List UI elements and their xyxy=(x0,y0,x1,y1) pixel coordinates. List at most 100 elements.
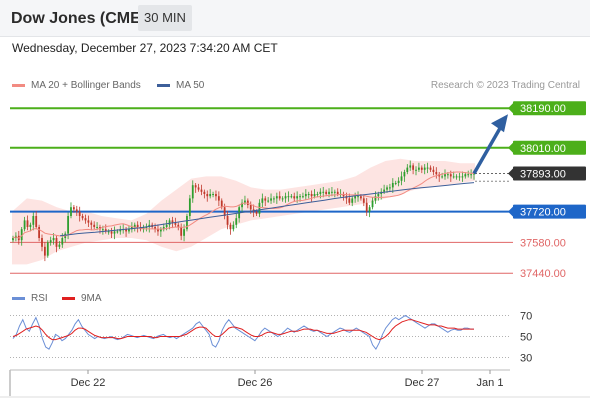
legend-rsi[interactable]: RSI xyxy=(12,293,48,304)
candle-body xyxy=(191,185,194,199)
x-tick-label: Dec 22 xyxy=(71,377,106,389)
candle-body xyxy=(220,200,223,208)
candle-body xyxy=(365,202,368,212)
candle-body xyxy=(58,244,61,247)
candle-body xyxy=(188,198,191,216)
watermark: Research © 2023 Trading Central xyxy=(430,80,580,91)
level-label: 37580.00 xyxy=(520,237,566,249)
candle-body xyxy=(136,224,139,227)
candle-body xyxy=(72,207,75,210)
candle-body xyxy=(107,231,110,233)
datetime-label: Wednesday, December 27, 2023 7:34:20 AM … xyxy=(12,41,278,55)
candle-body xyxy=(87,220,90,223)
rsi-tick-label: 30 xyxy=(520,353,532,365)
candle-body xyxy=(70,207,72,216)
candle-body xyxy=(81,216,84,219)
candle-body xyxy=(464,174,467,177)
candle-body xyxy=(130,227,133,230)
candle-body xyxy=(78,211,81,216)
candle-body xyxy=(157,229,159,232)
candle-body xyxy=(203,191,206,194)
candle-body xyxy=(104,229,107,232)
candle-body xyxy=(194,185,197,188)
candle-body xyxy=(429,167,432,170)
candle-body xyxy=(125,229,127,232)
candle-body xyxy=(20,229,23,241)
legend-ma20[interactable]: MA 20 + Bollinger Bands xyxy=(12,80,141,91)
candle-body xyxy=(368,207,371,212)
candle-body xyxy=(444,174,446,177)
candle-body xyxy=(371,200,374,208)
candle-body xyxy=(403,172,406,177)
header-bar: Dow Jones (CME) 30 MIN xyxy=(0,0,590,37)
candle-body xyxy=(348,198,351,203)
legend-rsi-ma[interactable]: 9MA xyxy=(62,293,102,304)
candle-body xyxy=(162,227,165,230)
candle-body xyxy=(49,240,52,243)
candle-body xyxy=(261,198,264,203)
candle-body xyxy=(52,238,55,241)
candle-body xyxy=(116,231,119,233)
candle-body xyxy=(342,194,345,197)
candle-body xyxy=(307,194,310,195)
candle-body xyxy=(325,191,328,194)
level-label: 38190.00 xyxy=(520,103,566,115)
rsi-ma-line xyxy=(12,319,474,341)
level-box-resistance xyxy=(513,101,586,116)
candle-body xyxy=(26,220,29,227)
candle-body xyxy=(145,227,148,228)
candle-body xyxy=(299,196,301,198)
ma20-line xyxy=(12,171,475,239)
ma20-swatch-icon xyxy=(12,83,25,87)
candle-body xyxy=(93,224,96,227)
candle-body xyxy=(133,224,136,227)
candle-body xyxy=(423,167,426,170)
candle-body xyxy=(241,202,243,208)
rsi-tick-label: 50 xyxy=(520,332,532,344)
candle-body xyxy=(310,194,313,197)
candle-body xyxy=(249,205,252,210)
candle-body xyxy=(200,189,203,192)
legend-rsi-label: RSI xyxy=(31,293,48,304)
candle-body xyxy=(406,167,409,172)
candle-body xyxy=(354,196,357,199)
candle-body xyxy=(455,176,458,178)
candle-body xyxy=(154,227,156,230)
candle-body xyxy=(223,207,226,216)
candle-body xyxy=(209,194,212,197)
candle-body xyxy=(420,167,423,170)
ma50-swatch-icon xyxy=(157,83,170,87)
level-box-resistance xyxy=(513,140,586,155)
instrument-title: Dow Jones (CME) xyxy=(11,10,147,27)
candle-body xyxy=(180,227,183,236)
timeframe-selector[interactable]: 30 MIN xyxy=(138,5,192,31)
candle-body xyxy=(235,218,238,225)
candle-body xyxy=(461,176,464,178)
level-box-pointer xyxy=(508,103,513,114)
ma50-line xyxy=(59,182,475,237)
candle-body xyxy=(386,187,388,190)
candle-body xyxy=(316,194,319,195)
level-label: 37893.00 xyxy=(520,169,566,181)
candle-body xyxy=(426,167,429,169)
level-box-support xyxy=(513,204,586,219)
level-box-pointer xyxy=(508,206,513,217)
candle-body xyxy=(377,194,380,197)
x-tick-label: Jan 1 xyxy=(477,377,504,389)
candle-body xyxy=(336,191,339,194)
candle-body xyxy=(197,187,200,190)
candle-body xyxy=(313,194,316,197)
candle-body xyxy=(415,169,417,171)
candle-body xyxy=(12,238,14,241)
legend-ma50[interactable]: MA 50 xyxy=(157,80,204,91)
candle-body xyxy=(113,231,116,234)
candle-body xyxy=(441,176,444,178)
candle-body xyxy=(360,196,362,199)
candle-body xyxy=(284,196,287,199)
candle-body xyxy=(452,176,455,178)
candle-body xyxy=(212,194,214,195)
candle-body xyxy=(400,176,403,181)
level-box-pointer xyxy=(508,168,513,179)
candle-body xyxy=(278,196,281,199)
